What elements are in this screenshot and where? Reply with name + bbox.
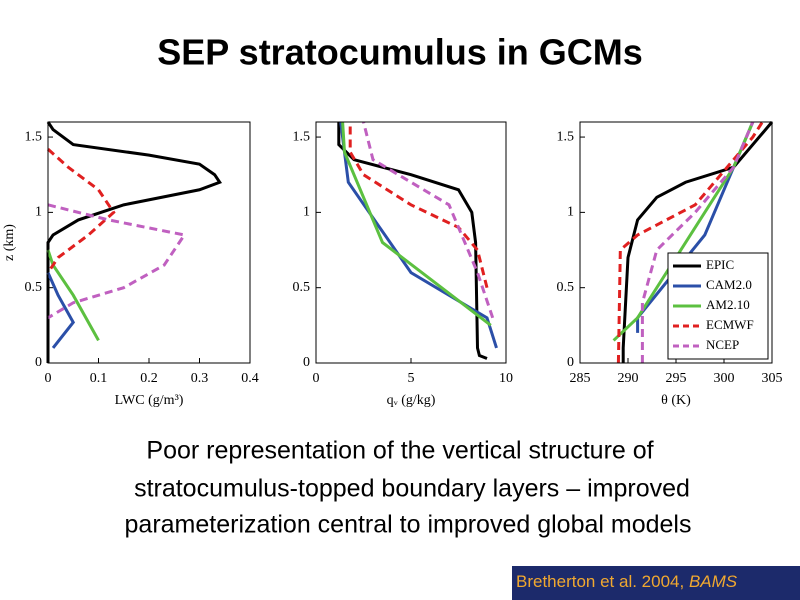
citation-journal: BAMS	[689, 572, 738, 591]
y-tick-label: 1.5	[25, 129, 43, 144]
profile-line	[362, 121, 495, 319]
y-tick-label: 1.5	[293, 129, 311, 144]
profile-line	[348, 122, 489, 289]
x-tick-label: 300	[714, 371, 735, 386]
plot-frame	[47, 121, 251, 364]
x-tick-label: 5	[408, 371, 415, 386]
y-tick-label: 0.5	[557, 280, 575, 295]
profile-line	[46, 147, 116, 274]
x-axis-label: qᵥ (g/kg)	[387, 393, 436, 408]
y-tick-label: 0	[35, 355, 42, 370]
x-tick-label: 295	[666, 371, 687, 386]
profile-line	[46, 121, 223, 363]
x-tick-label: 10	[499, 371, 513, 386]
x-tick-label: 0.4	[241, 371, 259, 386]
legend-label: EPIC	[706, 257, 734, 272]
citation: Bretherton et al. 2004, BAMS	[516, 572, 738, 591]
y-tick-label: 0	[303, 355, 310, 370]
profile-line	[46, 272, 76, 349]
x-axis-label: LWC (g/m³)	[115, 393, 184, 408]
y-tick-label: 0	[567, 355, 574, 370]
profile-line	[337, 122, 488, 360]
x-tick-label: 285	[570, 371, 591, 386]
y-axis-label: z (km)	[2, 224, 17, 261]
x-tick-label: 0.1	[90, 371, 108, 386]
x-tick-label: 305	[762, 371, 783, 386]
x-tick-label: 0	[313, 371, 320, 386]
y-tick-label: 0.5	[293, 280, 311, 295]
x-axis-label: θ (K)	[661, 393, 691, 408]
profile-line	[339, 121, 498, 349]
x-tick-label: 0	[45, 371, 52, 386]
profile-line	[640, 121, 755, 363]
slide-title: SEP stratocumulus in GCMs	[157, 32, 642, 73]
body-line: Poor representation of the vertical stru…	[146, 437, 653, 465]
legend-label: AM2.10	[706, 297, 750, 312]
legend-label: NCEP	[706, 337, 739, 352]
profile-line	[47, 203, 187, 320]
profile-line	[616, 121, 764, 364]
y-tick-label: 1.5	[557, 129, 575, 144]
legend-label: ECMWF	[706, 317, 754, 332]
profile-line	[341, 121, 492, 327]
citation-text: Bretherton et al. 2004,	[516, 572, 689, 591]
x-tick-label: 0.3	[191, 371, 209, 386]
y-tick-label: 1	[303, 205, 310, 220]
x-tick-label: 0.2	[140, 371, 158, 386]
y-tick-label: 1	[567, 205, 574, 220]
body-line: stratocumulus-topped boundary layers – i…	[134, 475, 690, 503]
legend-label: CAM2.0	[706, 277, 752, 292]
profile-line	[46, 249, 100, 342]
citation-box	[512, 566, 800, 600]
body-line: parameterization central to improved glo…	[125, 511, 692, 539]
y-tick-label: 1	[35, 205, 42, 220]
y-tick-label: 0.5	[25, 280, 43, 295]
x-tick-label: 290	[618, 371, 639, 386]
